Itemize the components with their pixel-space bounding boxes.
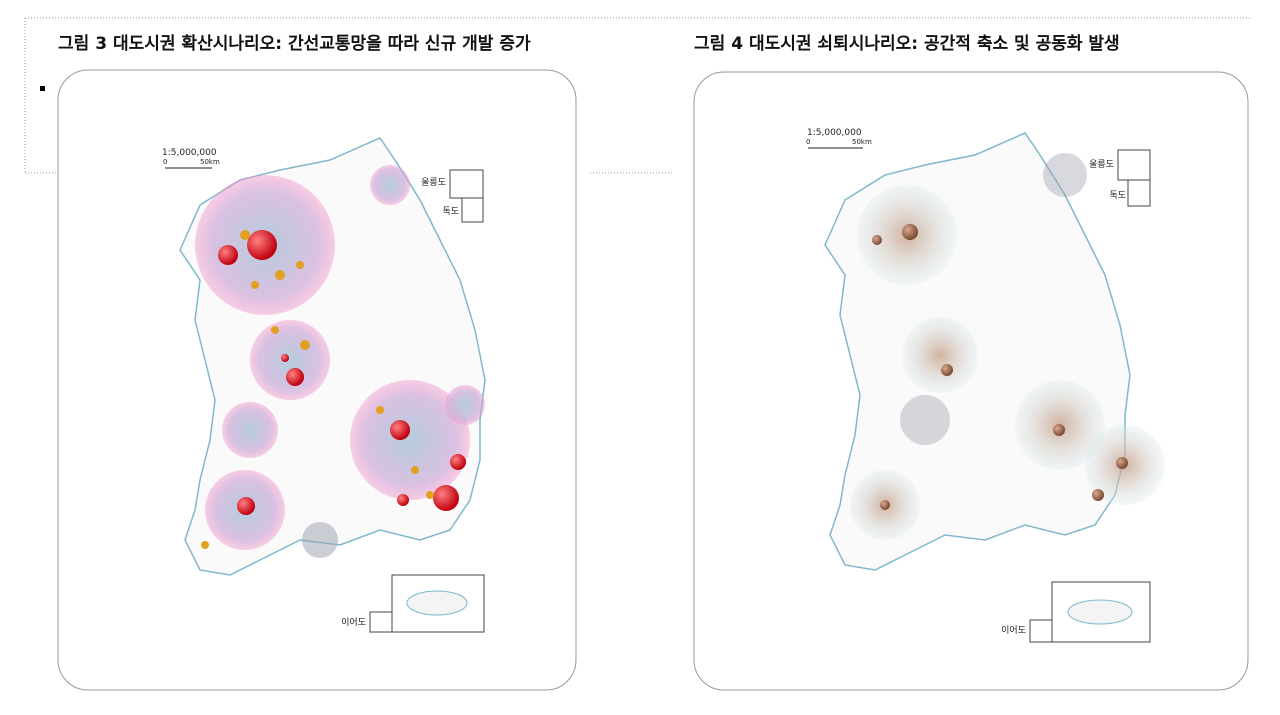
- scale-zero: 0: [806, 138, 810, 146]
- figure-caption: 그림 4 대도시권 쇠퇴시나리오: 공간적 축소 및 공동화 발생: [694, 34, 1120, 54]
- inset-box: [369, 611, 393, 633]
- scale-ratio: 1:5,000,000: [162, 148, 217, 158]
- inset-box: [1127, 179, 1151, 207]
- inset-box: [1117, 149, 1151, 181]
- inset-label: 울릉도: [421, 177, 446, 188]
- inset-box: [461, 197, 484, 223]
- figure-caption: 그림 3 대도시권 확산시나리오: 간선교통망을 따라 신규 개발 증가: [58, 34, 531, 54]
- scale-distance: 50km: [200, 158, 220, 166]
- inset-box: [1029, 619, 1053, 643]
- figure-4: 1:5,000,000 0 50km 울릉도 독도 이어도: [693, 71, 1249, 691]
- scale-zero: 0: [163, 158, 167, 166]
- inset-label: 독도: [442, 206, 459, 217]
- figure-3: 1:5,000,000 0 50km 울릉도 독도 이어도: [57, 69, 577, 691]
- inset-label: 이어도: [341, 617, 366, 628]
- city-points: [872, 224, 1128, 510]
- jeju: [406, 590, 468, 616]
- inset-label: 독도: [1109, 190, 1126, 201]
- inset-label: 이어도: [1001, 625, 1026, 636]
- scale-distance: 50km: [852, 138, 872, 146]
- urban-points: [201, 230, 466, 549]
- inset-label: 울릉도: [1089, 159, 1114, 170]
- scale-ratio: 1:5,000,000: [807, 128, 862, 138]
- inset-box: [449, 169, 484, 199]
- jeju: [1067, 599, 1133, 625]
- bullet: [40, 86, 45, 91]
